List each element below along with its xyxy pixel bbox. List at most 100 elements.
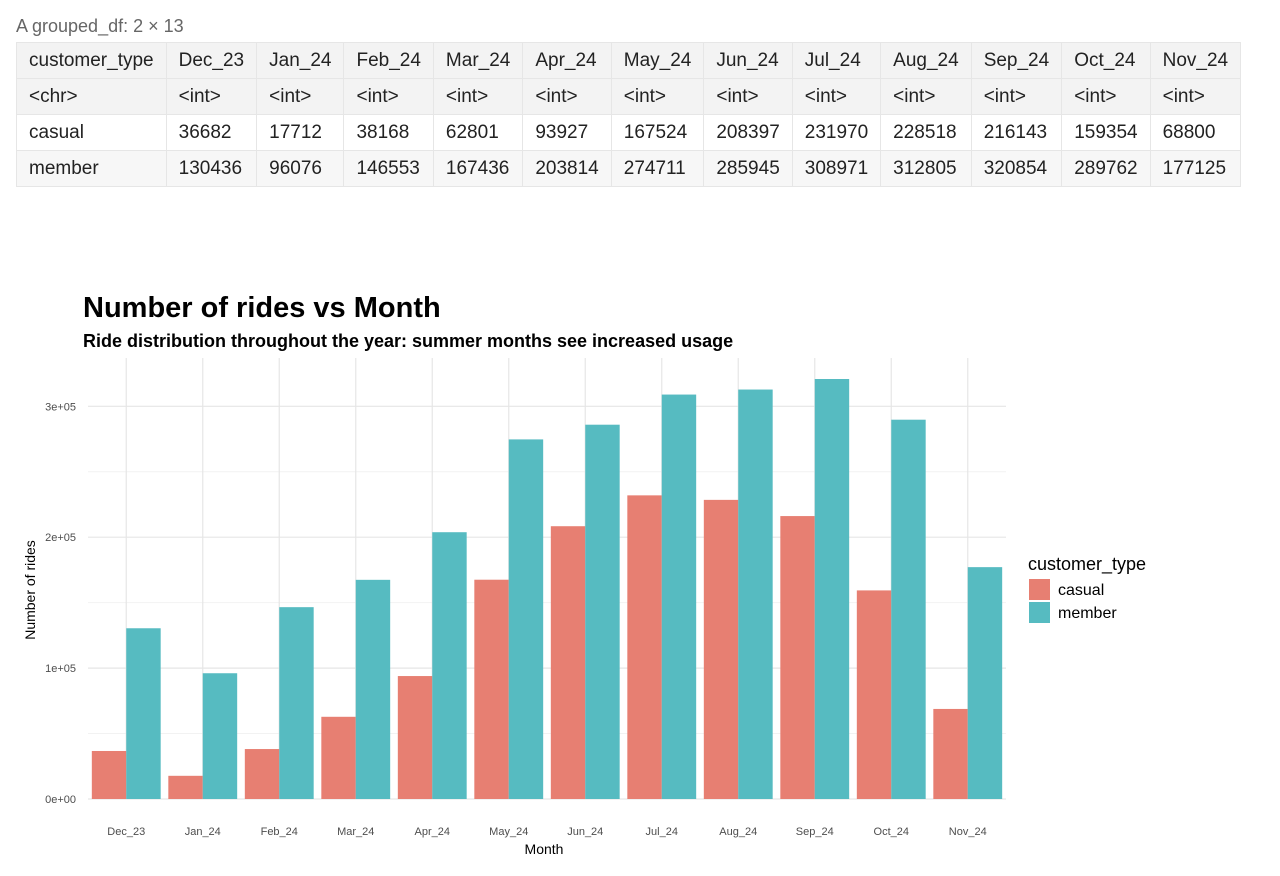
column-type: <int> <box>165 78 258 115</box>
x-tick-label: Jul_24 <box>646 826 678 838</box>
bar-casual <box>703 499 739 799</box>
chart-subtitle: Ride distribution throughout the year: s… <box>83 331 733 351</box>
table-cell: 320854 <box>970 150 1063 187</box>
chart-title: Number of rides vs Month <box>83 292 441 324</box>
table-cell: 159354 <box>1061 114 1151 151</box>
column-type: <int> <box>1149 78 1242 115</box>
table-cell: 289762 <box>1061 150 1151 187</box>
column-type: <int> <box>1061 78 1151 115</box>
bar-casual <box>780 516 815 799</box>
y-tick-label: 2e+05 <box>45 532 76 544</box>
bar-casual <box>627 495 662 799</box>
x-axis: Dec_23 Jan_24 Feb_24 Mar_24 Apr_24 May_24 Jun_… <box>107 826 986 838</box>
x-tick-label: Apr_24 <box>415 826 450 838</box>
x-tick-label: Sep_24 <box>796 826 834 838</box>
table-cell: 208397 <box>703 114 793 151</box>
y-tick-label: 0e+00 <box>45 794 76 806</box>
column-header: Nov_24 <box>1149 42 1242 79</box>
bar-member <box>661 394 697 799</box>
table-cell: casual <box>16 114 167 151</box>
bar-member <box>126 628 161 799</box>
y-axis: 0e+00 1e+05 2e+05 3e+05 <box>45 401 76 806</box>
column-header: Sep_24 <box>970 42 1063 79</box>
column-header: Apr_24 <box>522 42 612 79</box>
table-cell: 216143 <box>970 114 1063 151</box>
table-cell: 38168 <box>343 114 434 151</box>
table-body: casual 36682 17712 38168 62801 93927 167524 208… <box>16 114 1242 187</box>
legend-swatch-casual <box>1029 579 1050 600</box>
x-tick-label: Mar_24 <box>337 826 374 838</box>
y-axis-title: Number of rides <box>22 540 38 640</box>
table-cell: member <box>16 150 167 187</box>
legend-label-casual: casual <box>1058 582 1104 599</box>
x-tick-label: Jun_24 <box>567 826 603 838</box>
table-head: customer_type Dec_23 Jan_24 Feb_24 Mar_24 Apr… <box>16 42 1242 115</box>
table-row: casual 36682 17712 38168 62801 93927 167524 208… <box>16 114 1242 151</box>
bar-casual <box>397 676 433 799</box>
table-cell: 274711 <box>610 150 705 187</box>
table-cell: 308971 <box>791 150 882 187</box>
column-header: Aug_24 <box>880 42 972 79</box>
column-type: <int> <box>970 78 1063 115</box>
x-tick-label: Oct_24 <box>874 826 909 838</box>
table-cell: 167436 <box>432 150 524 187</box>
table-cell: 177125 <box>1149 150 1242 187</box>
x-tick-label: Nov_24 <box>949 826 987 838</box>
table-cell: 93927 <box>522 114 612 151</box>
column-type: <int> <box>522 78 612 115</box>
table-cell: 96076 <box>256 150 345 187</box>
column-type: <int> <box>703 78 793 115</box>
x-tick-label: Feb_24 <box>261 826 298 838</box>
x-tick-label: Dec_23 <box>107 826 145 838</box>
bar-member <box>967 567 1003 799</box>
column-type: <int> <box>880 78 972 115</box>
bar-casual <box>321 716 356 799</box>
bar-casual <box>474 579 509 799</box>
bar-member <box>508 439 544 799</box>
bar-member <box>432 532 467 799</box>
column-type: <int> <box>343 78 434 115</box>
legend: customer_type casual member <box>1028 554 1146 623</box>
table-cell: 167524 <box>610 114 705 151</box>
bar-member <box>279 607 314 799</box>
table-cell: 285945 <box>703 150 793 187</box>
bar-chart: Number of rides vs Month Ride distributi… <box>22 292 1146 857</box>
data-table: customer_type Dec_23 Jan_24 Feb_24 Mar_24 Apr… <box>16 42 1242 187</box>
bar-casual <box>168 775 203 799</box>
table-cell: 228518 <box>880 114 972 151</box>
bar-member <box>585 424 620 799</box>
table-header-row: customer_type Dec_23 Jan_24 Feb_24 Mar_24 Apr… <box>16 42 1242 79</box>
table-cell: 17712 <box>256 114 345 151</box>
x-tick-label: May_24 <box>489 826 528 838</box>
column-type: <int> <box>791 78 882 115</box>
column-header: Dec_23 <box>165 42 258 79</box>
column-header: Jul_24 <box>791 42 882 79</box>
bar-member <box>355 579 391 799</box>
table-cell: 312805 <box>880 150 972 187</box>
table-cell: 146553 <box>343 150 434 187</box>
column-type: <int> <box>610 78 705 115</box>
column-type: <chr> <box>16 78 167 115</box>
column-header: May_24 <box>610 42 705 79</box>
bars <box>91 379 1003 799</box>
table-row: member 130436 96076 146553 167436 203814 27471… <box>16 150 1242 187</box>
legend-title: customer_type <box>1028 554 1146 575</box>
bar-member <box>814 379 850 799</box>
bar-member <box>738 389 773 799</box>
x-axis-title: Month <box>525 841 564 857</box>
column-header: Oct_24 <box>1061 42 1151 79</box>
table-cell: 36682 <box>165 114 258 151</box>
x-tick-label: Jan_24 <box>185 826 221 838</box>
x-tick-label: Aug_24 <box>719 826 757 838</box>
column-type: <int> <box>432 78 524 115</box>
column-header: Feb_24 <box>343 42 434 79</box>
table-cell: 231970 <box>791 114 882 151</box>
bar-casual <box>933 708 968 799</box>
table-type-row: <chr> <int> <int> <int> <int> <int> <int> <int>… <box>16 78 1242 115</box>
column-header: customer_type <box>16 42 167 79</box>
bar-casual <box>91 750 127 799</box>
column-header: Jan_24 <box>256 42 345 79</box>
column-header: Jun_24 <box>703 42 793 79</box>
y-tick-label: 1e+05 <box>45 663 76 675</box>
legend-swatch-member <box>1029 602 1050 623</box>
